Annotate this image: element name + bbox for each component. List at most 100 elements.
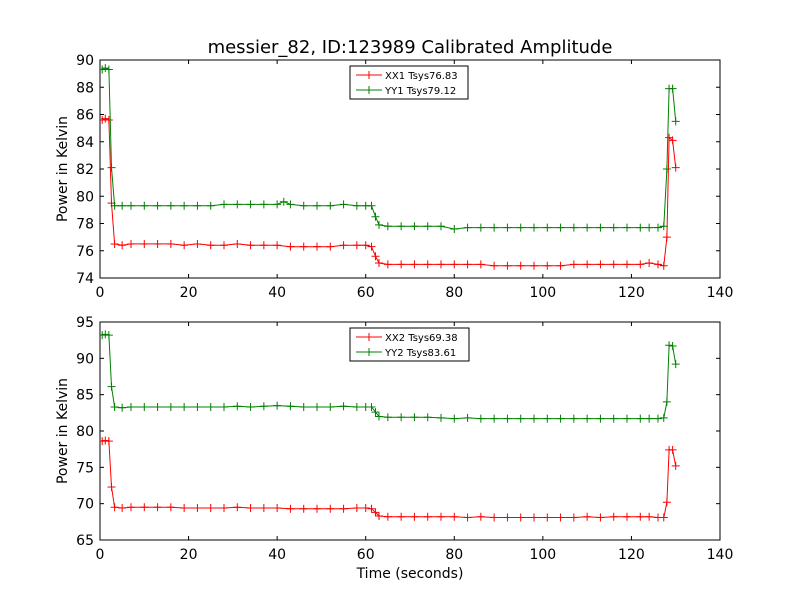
data-point	[220, 200, 228, 209]
data-point	[556, 261, 565, 270]
data-point	[423, 413, 432, 422]
y-tick-label: 88	[76, 80, 94, 96]
data-point	[530, 414, 538, 423]
data-point	[583, 512, 592, 521]
legend-label: XX2 Tsys69.38	[385, 333, 458, 344]
data-point	[339, 504, 348, 513]
data-point	[233, 239, 242, 248]
data-point	[645, 414, 654, 423]
data-point	[127, 403, 135, 412]
y-tick-label: 74	[76, 271, 94, 287]
x-tick-label: 140	[707, 547, 734, 563]
data-point	[180, 201, 189, 210]
data-point	[490, 513, 499, 522]
data-point	[668, 445, 677, 454]
x-tick-label: 120	[618, 547, 645, 563]
data-point	[569, 513, 578, 522]
y-tick-label: 80	[76, 424, 94, 440]
data-point	[463, 260, 472, 269]
x-axis-label: Time (seconds)	[356, 566, 464, 582]
data-point	[246, 241, 255, 250]
data-point	[371, 212, 380, 221]
data-point	[104, 115, 113, 124]
x-tick-label: 140	[707, 285, 734, 301]
data-point	[450, 260, 459, 269]
data-point	[476, 260, 485, 269]
data-point	[556, 223, 565, 232]
y-tick-label: 90	[76, 53, 94, 69]
data-point	[371, 508, 380, 517]
data-point	[140, 239, 149, 248]
legend: XX1 Tsys76.83 YY1 Tsys79.12	[349, 65, 469, 100]
data-point	[490, 414, 499, 423]
data-point	[101, 330, 110, 339]
legend: XX2 Tsys69.38 YY2 Tsys83.61	[349, 327, 470, 362]
data-point	[543, 261, 552, 270]
data-point	[273, 241, 282, 250]
data-point	[339, 402, 348, 411]
data-point	[104, 65, 113, 74]
data-point	[636, 512, 645, 521]
data-point	[375, 220, 383, 229]
data-point	[127, 503, 135, 512]
data-point	[127, 201, 135, 210]
data-point	[339, 241, 348, 250]
data-point	[233, 402, 242, 411]
data-point	[659, 261, 668, 270]
data-point	[490, 223, 499, 232]
data-point	[193, 201, 202, 210]
data-point	[410, 222, 419, 231]
data-point	[530, 261, 538, 270]
data-point	[299, 201, 308, 210]
x-tick-label: 80	[445, 285, 463, 301]
data-point	[569, 414, 578, 423]
x-tick-label: 100	[529, 285, 556, 301]
y-tick-label: 95	[76, 315, 94, 331]
data-point	[383, 260, 392, 269]
data-point	[118, 403, 127, 412]
data-point	[668, 341, 677, 350]
data-point	[118, 241, 127, 250]
data-point	[623, 512, 631, 521]
x-tick-label: 40	[268, 547, 286, 563]
data-point	[101, 114, 110, 123]
data-point	[662, 397, 671, 406]
y-tick-label: 90	[76, 351, 94, 367]
data-point	[609, 414, 618, 423]
data-point	[371, 252, 380, 261]
data-point	[110, 201, 119, 210]
plot-bottom: 0 20 40 60 80 100 120 140 65 70 75 80 85 90 95 Power in…	[55, 315, 733, 582]
data-point	[596, 414, 605, 423]
series-group	[100, 64, 680, 270]
data-point	[383, 413, 392, 422]
data-point	[654, 223, 662, 232]
x-tick-label: 20	[180, 285, 198, 301]
data-point	[397, 413, 406, 422]
data-point	[193, 239, 202, 248]
data-point	[463, 413, 472, 422]
x-tick-label: 60	[357, 285, 375, 301]
data-point	[326, 504, 335, 513]
data-point	[636, 414, 645, 423]
y-tick-label: 75	[76, 460, 94, 476]
data-point	[503, 261, 512, 270]
y-tick-label: 86	[76, 108, 94, 124]
series-group	[100, 330, 680, 522]
data-point	[339, 200, 348, 209]
data-point	[233, 503, 242, 512]
data-point	[516, 261, 525, 270]
data-point	[623, 414, 631, 423]
data-point	[623, 223, 631, 232]
data-point	[397, 260, 406, 269]
data-point	[367, 242, 376, 251]
data-point	[375, 259, 383, 268]
data-point	[645, 512, 654, 521]
data-point	[233, 200, 242, 209]
data-point	[166, 503, 175, 512]
data-point	[609, 223, 618, 232]
data-point	[259, 402, 268, 411]
data-point	[596, 513, 605, 522]
data-point	[662, 498, 671, 507]
data-point	[645, 223, 654, 232]
data-point	[259, 504, 268, 513]
